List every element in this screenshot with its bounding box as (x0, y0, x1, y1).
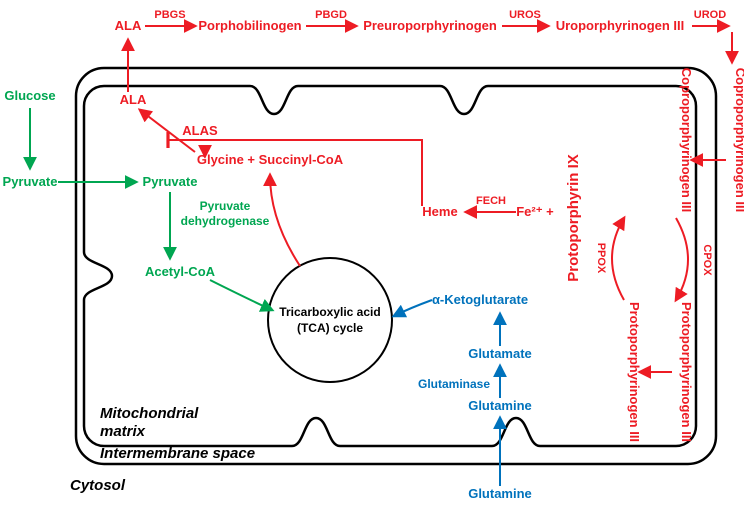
pyruvate-out: Pyruvate (3, 174, 58, 189)
copo-iii-inner: Coproporphyrinogen III (679, 68, 694, 212)
tca-label-2: (TCA) cycle (297, 321, 363, 335)
fe2plus: Fe²⁺ + (516, 204, 554, 219)
fech-label: FECH (476, 195, 506, 207)
arrow-ppox (612, 218, 624, 300)
protoporphyrin-ix: Protoporphyrin IX (565, 154, 582, 282)
glutamate: Glutamate (468, 346, 532, 361)
glutaminase: Glutaminase (418, 377, 490, 391)
tca-label-1: Tricarboxylic acid (279, 305, 380, 319)
arrow-ac-tca (210, 280, 272, 310)
uros-label: UROS (509, 9, 541, 21)
akg: α-Ketoglutarate (432, 292, 528, 307)
mito-matrix-label: Mitochondrialmatrix (100, 405, 199, 440)
glutamine-out: Glutamine (468, 486, 532, 501)
ppox-label: PPOX (595, 243, 607, 274)
glycine-succinyl: Glycine + Succinyl-CoA (197, 152, 344, 167)
pbgd-label: PBGD (315, 9, 347, 21)
pdh-label: Pyruvate (200, 199, 251, 213)
arrow-cpox (676, 218, 688, 300)
copo-iii-outer: Coproporphyrinogen III (733, 68, 744, 212)
arrow-tca-succinyl (270, 175, 300, 266)
glucose: Glucose (4, 88, 55, 103)
proto-gen-iii-inner: Protoporphyrinogen III (627, 302, 642, 442)
heme-feedback (168, 140, 422, 206)
arrow-akg-tca (394, 300, 432, 316)
proto-gen-iii-outer: Protoporphyrinogen III (679, 302, 694, 442)
urod-label: UROD (694, 9, 726, 21)
ala-top: ALA (115, 18, 142, 33)
heme-label: Heme (422, 204, 457, 219)
porphobilinogen: Porphobilinogen (198, 18, 301, 33)
ala-inner: ALA (120, 92, 147, 107)
pyruvate-in: Pyruvate (143, 174, 198, 189)
pdh-label2: dehydrogenase (181, 214, 270, 228)
intermembrane-label: Intermembrane space (100, 445, 255, 462)
cpox-label: CPOX (701, 244, 713, 276)
acetyl-coa: Acetyl-CoA (145, 264, 216, 279)
glutamine-in: Glutamine (468, 398, 532, 413)
uroporphyrinogen-iii: Uroporphyrinogen III (556, 18, 685, 33)
pbgs-label: PBGS (154, 9, 185, 21)
tca-circle (268, 258, 392, 382)
alas-label: ALAS (182, 123, 218, 138)
cytosol-label: Cytosol (70, 477, 126, 494)
preuroporphyrinogen: Preuroporphyrinogen (363, 18, 497, 33)
